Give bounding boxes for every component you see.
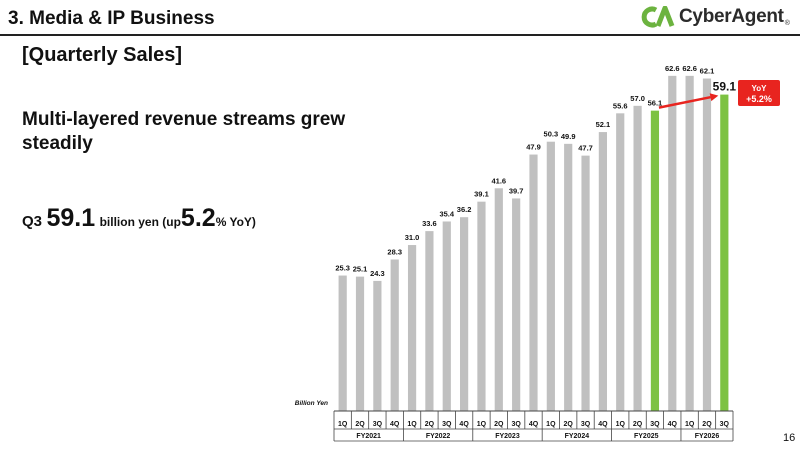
- data-label: 25.1: [353, 265, 368, 274]
- bar: [581, 155, 590, 411]
- kpi-unit-text: billion yen (up: [99, 215, 181, 229]
- bar: [407, 245, 417, 411]
- bar: [477, 201, 486, 411]
- quarter-tick-label: 3Q: [720, 421, 730, 428]
- quarter-tick-label: 1Q: [685, 421, 695, 428]
- data-label: 62.6: [665, 64, 680, 73]
- data-label: 47.9: [526, 143, 541, 152]
- bar: [494, 188, 503, 411]
- yoy-callout-label: YoY: [752, 84, 768, 93]
- data-label: 24.3: [370, 269, 385, 278]
- bar: [460, 217, 469, 411]
- fiscal-year-label: FY2025: [634, 433, 659, 440]
- data-label: 49.9: [561, 132, 576, 141]
- title-divider: [0, 34, 800, 36]
- bar: [720, 94, 729, 411]
- quarter-tick-label: 4Q: [668, 421, 678, 428]
- quarter-tick-label: 1Q: [477, 421, 487, 428]
- bar: [512, 198, 521, 411]
- data-label: 39.1: [474, 190, 489, 199]
- bar: [373, 280, 382, 411]
- cyberagent-logo: CyberAgent ®: [641, 6, 790, 28]
- bar: [564, 143, 573, 411]
- quarter-tick-label: 1Q: [407, 421, 417, 428]
- quarter-tick-label: 3Q: [373, 421, 383, 428]
- quarter-tick-label: 3Q: [650, 421, 660, 428]
- quarter-tick-label: 3Q: [581, 421, 591, 428]
- quarter-tick-label: 1Q: [546, 421, 556, 428]
- kpi-pct: 5.2: [180, 204, 216, 232]
- quarter-tick-label: 2Q: [355, 421, 365, 428]
- bar: [598, 132, 607, 411]
- fiscal-year-label: FY2024: [565, 433, 590, 440]
- quarter-tick-label: 3Q: [442, 421, 452, 428]
- quarter-tick-label: 4Q: [598, 421, 608, 428]
- data-label: 36.2: [457, 205, 472, 214]
- section-label: [Quarterly Sales]: [22, 44, 183, 66]
- data-label: 33.6: [422, 219, 437, 228]
- bar: [702, 78, 712, 411]
- quarter-tick-label: 2Q: [633, 421, 643, 428]
- bar: [685, 75, 694, 411]
- quarter-tick-label: 4Q: [390, 421, 400, 428]
- data-label: 39.7: [509, 186, 524, 195]
- fiscal-year-label: FY2021: [356, 433, 381, 440]
- page-number: 16: [783, 432, 796, 444]
- bar: [425, 231, 434, 411]
- quarter-tick-label: 2Q: [494, 421, 504, 428]
- bar: [546, 141, 555, 411]
- bar: [650, 110, 660, 411]
- data-label: 57.0: [630, 94, 645, 103]
- quarter-tick-label: 3Q: [511, 421, 521, 428]
- yoy-arrowhead: [709, 93, 719, 102]
- bar: [390, 259, 399, 411]
- data-label: 47.7: [578, 144, 593, 153]
- bar: [338, 275, 347, 411]
- fiscal-year-label: FY2023: [495, 433, 520, 440]
- bar: [442, 221, 451, 411]
- data-label: 35.4: [439, 209, 454, 218]
- data-label: 28.3: [387, 247, 402, 256]
- kpi-value: 59.1: [46, 204, 96, 232]
- yoy-callout: [738, 80, 780, 106]
- data-label: 62.1: [700, 67, 715, 76]
- quarter-tick-label: 4Q: [529, 421, 539, 428]
- quarter-tick-label: 4Q: [459, 421, 469, 428]
- bar: [668, 75, 677, 411]
- quarter-tick-label: 2Q: [702, 421, 712, 428]
- kpi-quarter: Q3: [22, 213, 43, 230]
- quarter-tick-label: 2Q: [425, 421, 435, 428]
- quarter-tick-label: 1Q: [616, 421, 626, 428]
- headline: Multi-layered revenue streams grew stead…: [22, 109, 346, 154]
- page-title: 3. Media & IP Business: [8, 8, 215, 29]
- data-label: 25.3: [335, 264, 350, 273]
- bar: [633, 105, 642, 411]
- fiscal-year-label: FY2026: [695, 433, 720, 440]
- bar: [529, 154, 538, 411]
- data-label: 31.0: [405, 233, 420, 242]
- ca-logo-icon: [641, 6, 675, 28]
- data-label: 59.1: [713, 80, 737, 94]
- kpi-summary: Q3 59.1 billion yen (up5.2% YoY): [22, 204, 256, 233]
- kpi-pct-suffix: % YoY): [215, 215, 256, 229]
- data-label: 55.6: [613, 101, 628, 110]
- logo-text: CyberAgent: [679, 6, 784, 27]
- quarter-tick-label: 2Q: [564, 421, 574, 428]
- yoy-arrow: [658, 95, 711, 109]
- bar: [355, 276, 365, 411]
- data-label: 62.6: [682, 64, 697, 73]
- data-label: 52.1: [596, 120, 611, 129]
- yoy-callout-value: +5.2%: [746, 94, 772, 104]
- logo-registered-mark: ®: [784, 19, 790, 27]
- quarter-tick-label: 1Q: [338, 421, 348, 428]
- bar: [616, 113, 625, 411]
- data-label: 56.1: [648, 99, 663, 108]
- data-label: 41.6: [491, 176, 506, 185]
- unit-label: Billion Yen: [295, 400, 328, 407]
- fiscal-year-label: FY2022: [426, 433, 451, 440]
- data-label: 50.3: [544, 130, 559, 139]
